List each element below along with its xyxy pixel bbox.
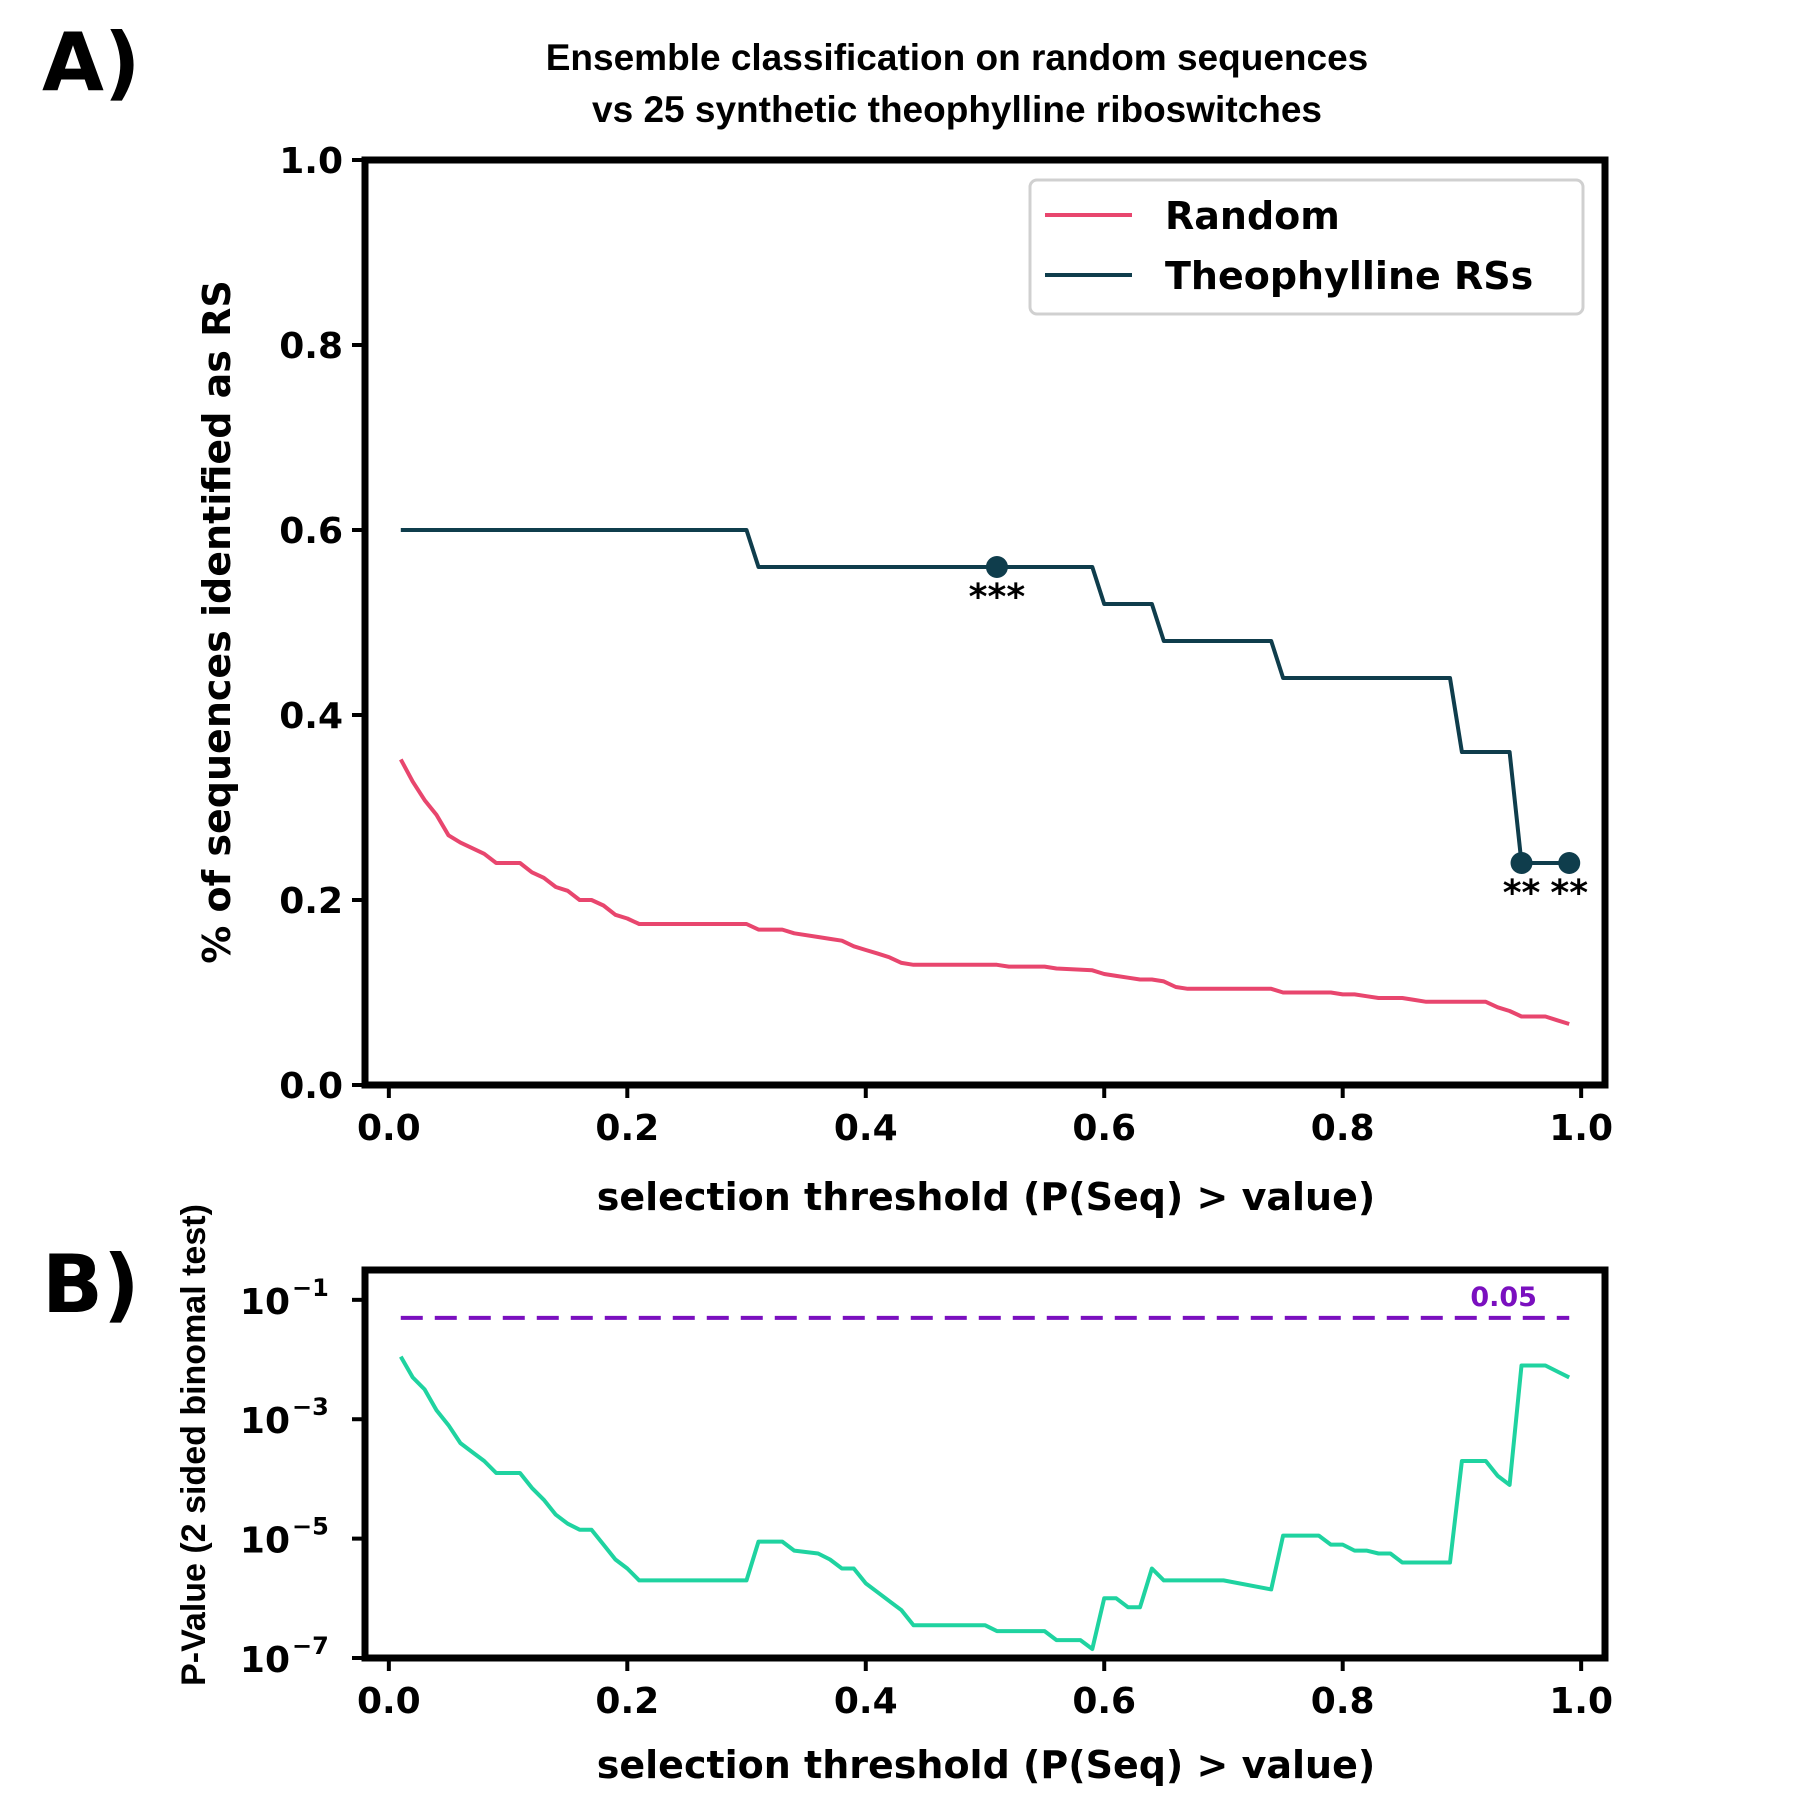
y-tick-exponent: −7 bbox=[292, 1632, 329, 1660]
significance-label: ** bbox=[1503, 873, 1541, 914]
y-tick-exponent: −5 bbox=[292, 1513, 329, 1541]
panel-b-ticks: 0.0 0.2 0.4 0.6 0.8 1.010−110−310−510−7 bbox=[240, 1274, 1613, 1722]
random-series-line bbox=[399, 758, 1570, 1026]
legend-label-random: Random bbox=[1165, 194, 1340, 238]
x-tick-label: 0.0 bbox=[357, 1681, 421, 1722]
y-tick-base: 10 bbox=[240, 1640, 290, 1681]
panel-b-y-axis-label: P-Value (2 sided binomal test) bbox=[175, 1204, 213, 1686]
y-tick-label: 0.0 bbox=[279, 1066, 343, 1107]
y-tick-label: 0.8 bbox=[279, 326, 343, 367]
y-tick-exponent: −1 bbox=[292, 1274, 329, 1302]
legend-label-theophylline: Theophylline RSs bbox=[1165, 254, 1533, 298]
x-tick-label: 0.6 bbox=[1072, 1681, 1136, 1722]
panel-b: B) 0.0 0.2 0.4 0.6 0.8 1.010−110−310−510−7 0.… bbox=[42, 1204, 1613, 1787]
panel-a-plot-frame bbox=[361, 156, 1609, 1089]
x-tick-label: 1.0 bbox=[1549, 1681, 1613, 1722]
panel-b-plot-frame bbox=[361, 1266, 1609, 1662]
panel-a-y-axis-label: % of sequences identified as RS bbox=[195, 280, 239, 964]
legend-box bbox=[1028, 178, 1585, 316]
significance-label: ** bbox=[1550, 873, 1588, 914]
significance-label: *** bbox=[969, 577, 1026, 618]
panel-a-ticks: 0.0 0.2 0.4 0.6 0.8 1.0 0.0 0.2 0.4 0.6 0.8 1.0 bbox=[279, 141, 1613, 1149]
x-tick-label: 0.2 bbox=[595, 1681, 659, 1722]
y-tick-base: 10 bbox=[240, 1401, 290, 1442]
significance-marker bbox=[985, 556, 1008, 578]
panel-a: A) Ensemble classification on random seq… bbox=[42, 16, 1613, 1219]
chart-title-line-1: Ensemble classification on random sequen… bbox=[546, 37, 1369, 78]
legend: Random Theophylline RSs bbox=[1028, 178, 1585, 316]
y-tick-label: 0.6 bbox=[279, 511, 343, 552]
x-tick-label: 0.4 bbox=[834, 1108, 898, 1149]
panel-b-x-axis-label: selection threshold (P(Seq) > value) bbox=[597, 1743, 1375, 1787]
x-tick-label: 0.8 bbox=[1311, 1108, 1375, 1149]
threshold-label: 0.05 bbox=[1470, 1282, 1537, 1313]
y-tick-label: 1.0 bbox=[279, 141, 343, 182]
x-tick-label: 0.8 bbox=[1311, 1681, 1375, 1722]
y-tick-label: 0.2 bbox=[279, 881, 343, 922]
y-tick-base: 10 bbox=[240, 1521, 290, 1562]
x-tick-label: 0.6 bbox=[1072, 1108, 1136, 1149]
y-tick-exponent: −3 bbox=[292, 1393, 329, 1421]
panel-a-series bbox=[399, 528, 1570, 1026]
significance-marker bbox=[1558, 852, 1581, 874]
panel-a-label: A) bbox=[42, 16, 140, 109]
y-tick-label: 0.4 bbox=[279, 696, 343, 737]
x-tick-label: 0.0 bbox=[357, 1108, 421, 1149]
y-tick-base: 10 bbox=[240, 1282, 290, 1323]
panel-b-series: 0.05 bbox=[399, 1282, 1571, 1651]
x-tick-label: 0.2 bbox=[595, 1108, 659, 1149]
panel-a-annotations: ***** ** bbox=[969, 556, 1588, 914]
chart-title-line-2: vs 25 synthetic theophylline riboswitche… bbox=[592, 89, 1322, 130]
x-tick-label: 0.4 bbox=[834, 1681, 898, 1722]
p-value-series-line bbox=[399, 1355, 1571, 1651]
panel-a-x-axis-label: selection threshold (P(Seq) > value) bbox=[597, 1175, 1375, 1219]
panel-b-label: B) bbox=[42, 1238, 140, 1331]
significance-marker bbox=[1510, 852, 1533, 874]
x-tick-label: 1.0 bbox=[1549, 1108, 1613, 1149]
theophylline-series-line bbox=[400, 528, 1570, 865]
